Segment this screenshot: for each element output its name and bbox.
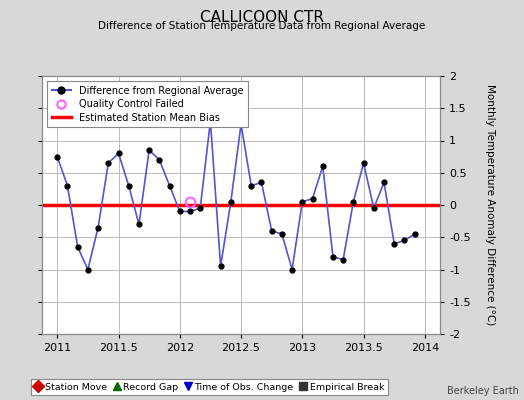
Legend: Station Move, Record Gap, Time of Obs. Change, Empirical Break: Station Move, Record Gap, Time of Obs. C… (31, 379, 388, 395)
Text: Difference of Station Temperature Data from Regional Average: Difference of Station Temperature Data f… (99, 21, 425, 31)
Legend: Difference from Regional Average, Quality Control Failed, Estimated Station Mean: Difference from Regional Average, Qualit… (47, 81, 248, 127)
Y-axis label: Monthly Temperature Anomaly Difference (°C): Monthly Temperature Anomaly Difference (… (485, 84, 495, 326)
Text: Berkeley Earth: Berkeley Earth (447, 386, 519, 396)
Text: CALLICOON CTR: CALLICOON CTR (200, 10, 324, 25)
